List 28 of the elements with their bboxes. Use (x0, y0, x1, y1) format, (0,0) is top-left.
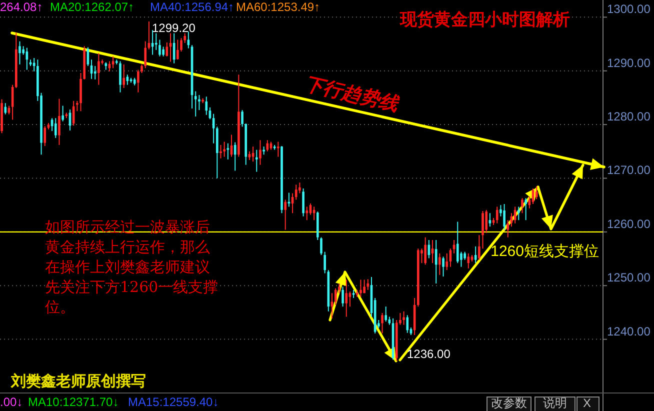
legend-label: 1260短线支撑位 (490, 242, 599, 260)
annotation: MA10:12371.70↓ (28, 395, 119, 409)
annotation: 改参数 (486, 396, 532, 411)
annotation: MA20:1262.07↑ (50, 0, 134, 14)
y-tick-label: 1250.00 (607, 270, 651, 285)
annotation: MA40:1256.94↑ (150, 0, 234, 14)
y-tick-label: 1240.00 (607, 324, 651, 338)
annotation: 1236.00 (407, 347, 450, 361)
text: 现货黄金四小时图解析 (399, 10, 570, 30)
y-tick-label: 1260.00 (607, 216, 651, 231)
annotation: 264.08↑ (0, 0, 43, 14)
annotation: 1299.20 (152, 21, 196, 35)
y-tick-label: 1300.00 (607, 2, 651, 16)
y-tick-label: 1290.00 (607, 56, 651, 70)
annotation: 说明 (534, 396, 576, 411)
y-tick-label: 1270.00 (607, 163, 651, 178)
annotation: 先关注下方1260一线支撑 (45, 278, 218, 296)
annotation: 位。 (45, 298, 75, 316)
annotation: 黄金持续上行运作，那么 (45, 238, 210, 256)
annotation: 下行趋势线 (302, 72, 400, 116)
annotation: X (576, 396, 600, 411)
annotation: MA15:12559.40↓ (128, 395, 219, 409)
annotation: 刘樊鑫老师原创撰写 (11, 372, 146, 390)
annotation: .00↓ (0, 395, 23, 409)
annotation: 在操作上刘樊鑫老师建议 (45, 258, 210, 276)
y-tick-label: 1280.00 (607, 110, 651, 124)
annotation: MA60:1253.49↑ (236, 0, 320, 14)
annotation: 如图所示经过一波暴涨后 (45, 218, 210, 236)
